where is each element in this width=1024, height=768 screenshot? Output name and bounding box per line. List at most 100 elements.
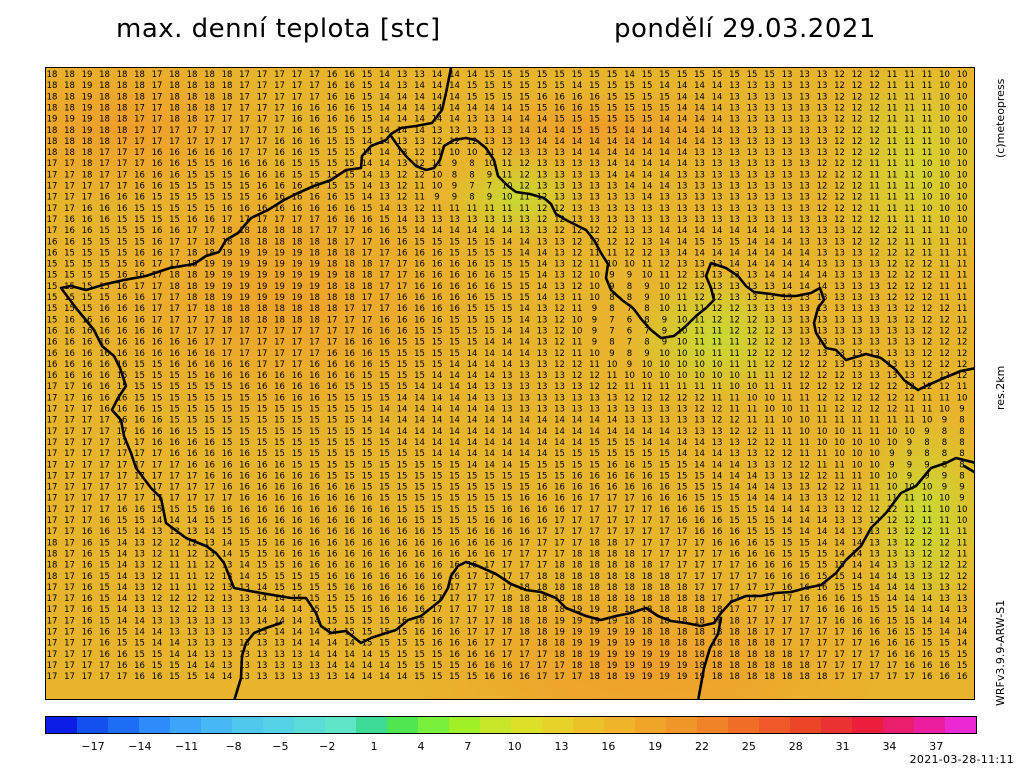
grid-value: 16 [292, 104, 303, 114]
grid-value: 10 [939, 193, 950, 203]
color-scale-tick-label: 19 [648, 740, 663, 753]
grid-value: 14 [974, 650, 975, 660]
grid-value: 16 [309, 494, 320, 504]
grid-value: 13 [537, 170, 548, 180]
grid-value: 12 [537, 215, 548, 225]
grid-value: 14 [922, 594, 933, 604]
grid-value: 12 [537, 204, 548, 214]
grid-value: 14 [572, 427, 583, 437]
grid-value: 14 [869, 561, 880, 571]
grid-value: 14 [537, 427, 548, 437]
grid-value: 16 [292, 204, 303, 214]
grid-value: 16 [99, 215, 110, 225]
grid-value: 13 [484, 393, 495, 403]
grid-value: 17 [642, 527, 653, 537]
grid-value: 17 [624, 505, 635, 515]
grid-value: 17 [764, 628, 775, 638]
grid-value: 18 [589, 538, 600, 548]
grid-value: 13 [887, 315, 898, 325]
grid-value: 13 [747, 126, 758, 136]
grid-value: 15 [467, 338, 478, 348]
grid-value: 14 [117, 583, 128, 593]
grid-value: 15 [432, 460, 443, 470]
grid-value: 13 [712, 148, 723, 158]
grid-value: 13 [957, 605, 968, 615]
grid-value: 17 [64, 616, 75, 626]
grid-value: 16 [169, 148, 180, 158]
grid-value: 17 [257, 70, 268, 80]
grid-value: 13 [484, 126, 495, 136]
grid-value: 17 [449, 605, 460, 615]
grid-value: 15 [222, 416, 233, 426]
grid-value: 16 [169, 170, 180, 180]
grid-value: 17 [82, 438, 93, 448]
grid-value: 15 [292, 405, 303, 415]
grid-value: 15 [82, 293, 93, 303]
grid-value: 10 [939, 81, 950, 91]
grid-value: 13 [799, 204, 810, 214]
grid-value: 11 [957, 260, 968, 270]
grid-value: 16 [502, 527, 513, 537]
grid-value: 12 [904, 315, 915, 325]
grid-value: 17 [257, 104, 268, 114]
grid-value: 15 [432, 650, 443, 660]
grid-value: 16 [64, 371, 75, 381]
grid-value: 19 [572, 605, 583, 615]
grid-value: 16 [187, 360, 198, 370]
grid-value: 12 [922, 282, 933, 292]
grid-value: 13 [572, 393, 583, 403]
grid-value: 16 [519, 494, 530, 504]
grid-value: 13 [484, 115, 495, 125]
grid-value: 14 [624, 126, 635, 136]
grid-value: 9 [959, 483, 964, 493]
grid-value: 18 [47, 148, 58, 158]
grid-value: 12 [834, 115, 845, 125]
grid-value: 13 [589, 405, 600, 415]
grid-value: 14 [257, 616, 268, 626]
grid-value: 14 [887, 583, 898, 593]
grid-value: 16 [152, 170, 163, 180]
grid-value: 11 [957, 282, 968, 292]
grid-value: 12 [817, 204, 828, 214]
grid-value: 12 [554, 326, 565, 336]
grid-value: 15 [589, 438, 600, 448]
grid-value: 14 [694, 460, 705, 470]
grid-value: 15 [782, 527, 793, 537]
grid-value: 17 [82, 639, 93, 649]
grid-value: 16 [222, 148, 233, 158]
grid-value: 16 [99, 382, 110, 392]
grid-value: 16 [257, 204, 268, 214]
grid-value: 19 [239, 271, 250, 281]
color-scale-tick-label: −8 [225, 740, 242, 753]
grid-value: 10 [572, 315, 583, 325]
grid-value: 15 [467, 304, 478, 314]
grid-value: 17 [642, 516, 653, 526]
grid-value: 18 [169, 81, 180, 91]
grid-value: 13 [922, 583, 933, 593]
grid-value: 14 [624, 170, 635, 180]
grid-value: 11 [904, 137, 915, 147]
grid-value: 13 [747, 182, 758, 192]
grid-value: 14 [677, 148, 688, 158]
grid-value: 9 [959, 494, 964, 504]
grid-value: 14 [449, 92, 460, 102]
grid-value: 14 [712, 449, 723, 459]
grid-value: 14 [747, 248, 758, 258]
grid-value: 16 [362, 583, 373, 593]
grid-value: 16 [362, 527, 373, 537]
grid-value: 15 [239, 182, 250, 192]
grid-value: 17 [484, 605, 495, 615]
grid-value: 16 [99, 349, 110, 359]
grid-value: 14 [694, 137, 705, 147]
grid-value: 16 [502, 505, 513, 515]
grid-value: 13 [887, 527, 898, 537]
grid-value: 13 [712, 182, 723, 192]
river-line [697, 616, 723, 699]
grid-value: 16 [502, 538, 513, 548]
grid-value: 10 [694, 360, 705, 370]
grid-value: 8 [959, 427, 964, 437]
grid-value: 10 [957, 393, 968, 403]
grid-value: 18 [624, 549, 635, 559]
grid-value: 15 [344, 148, 355, 158]
grid-value: 13 [554, 282, 565, 292]
